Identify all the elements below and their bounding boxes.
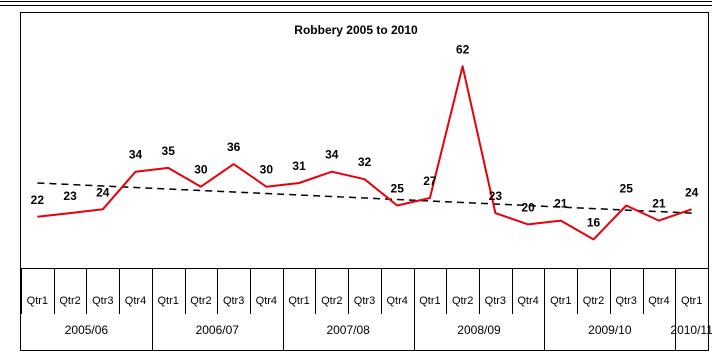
quarter-tick-label: Qtr1 <box>681 295 702 307</box>
data-label: 35 <box>162 144 176 158</box>
data-label: 24 <box>96 185 110 199</box>
year-group-label: 2007/08 <box>326 323 370 337</box>
data-label: 22 <box>31 193 45 207</box>
trend-layer <box>37 182 692 214</box>
data-label-layer: 22 23 24 34 35 30 36 30 31 34 32 25 27 62 23 20 21 16 25 21… <box>31 42 699 229</box>
data-label: 36 <box>227 140 241 154</box>
quarter-tick-label: Qtr1 <box>27 295 48 307</box>
quarter-tick-label: Qtr4 <box>648 295 669 307</box>
quarter-tick-label: Qtr2 <box>452 295 473 307</box>
quarter-tick-label: Qtr2 <box>583 295 604 307</box>
data-label: 23 <box>489 189 503 203</box>
data-label: 30 <box>260 163 274 177</box>
quarter-tick-label: Qtr3 <box>616 295 637 307</box>
chart-title: Robbery 2005 to 2010 <box>294 23 418 37</box>
quarter-tick-label: Qtr3 <box>354 295 375 307</box>
year-group-label: 2009/10 <box>588 323 632 337</box>
quarter-tick-label: Qtr4 <box>517 295 538 307</box>
data-label: 24 <box>685 185 699 199</box>
quarter-tick-label: Qtr1 <box>419 295 440 307</box>
quarter-tick-label: Qtr4 <box>256 295 277 307</box>
quarter-tick-label: Qtr4 <box>125 295 146 307</box>
data-label: 25 <box>391 182 405 196</box>
data-label: 20 <box>521 200 535 214</box>
quarter-tick-label: Qtr3 <box>92 295 113 307</box>
quarter-tick-label: Qtr1 <box>288 295 309 307</box>
data-label: 34 <box>325 148 339 162</box>
year-group-label: 2006/07 <box>196 323 240 337</box>
data-label: 25 <box>620 182 634 196</box>
quarter-tick-label: Qtr3 <box>223 295 244 307</box>
year-group-label: 2008/09 <box>457 323 501 337</box>
quarter-tick-label: Qtr4 <box>387 295 408 307</box>
category-axis: Qtr1 Qtr2 Qtr3 Qtr4 Qtr1 Qtr2 Qtr3 Qtr4 Qtr1 Qtr2… <box>21 268 712 350</box>
data-label: 23 <box>63 189 77 203</box>
data-label: 21 <box>652 197 666 211</box>
quarter-tick-label: Qtr1 <box>550 295 571 307</box>
data-label: 27 <box>423 174 437 188</box>
quarter-tick-label: Qtr2 <box>59 295 80 307</box>
data-label: 34 <box>129 148 143 162</box>
year-group-label: 2005/06 <box>65 323 109 337</box>
series-layer <box>37 65 692 241</box>
quarter-tick-label: Qtr1 <box>158 295 179 307</box>
quarter-tick-label: Qtr2 <box>190 295 211 307</box>
robbery-series-line <box>37 65 692 241</box>
data-label: 21 <box>554 197 568 211</box>
plot-frame <box>20 12 709 351</box>
year-group-label: 2010/11 <box>670 323 712 337</box>
quarter-tick-label: Qtr2 <box>321 295 342 307</box>
trend-line <box>37 182 692 214</box>
data-label: 32 <box>358 155 372 169</box>
data-label: 31 <box>292 159 306 173</box>
data-label: 62 <box>456 42 470 56</box>
quarter-tick-label: Qtr3 <box>485 295 506 307</box>
data-label: 30 <box>194 163 208 177</box>
data-label: 16 <box>587 215 601 229</box>
